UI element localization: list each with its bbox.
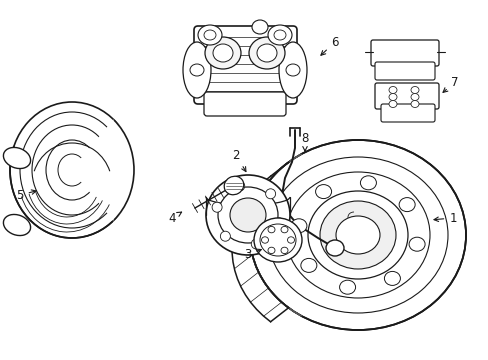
- Ellipse shape: [198, 25, 222, 45]
- Ellipse shape: [410, 94, 418, 100]
- Ellipse shape: [410, 100, 418, 108]
- Ellipse shape: [261, 237, 268, 243]
- FancyBboxPatch shape: [203, 92, 285, 116]
- Text: 4: 4: [168, 212, 181, 225]
- Ellipse shape: [267, 25, 291, 45]
- Ellipse shape: [248, 37, 285, 69]
- Ellipse shape: [408, 237, 424, 251]
- Ellipse shape: [265, 189, 275, 199]
- Ellipse shape: [281, 226, 287, 233]
- FancyBboxPatch shape: [374, 62, 434, 80]
- Ellipse shape: [325, 240, 343, 256]
- Ellipse shape: [183, 42, 210, 98]
- Ellipse shape: [253, 218, 302, 262]
- Ellipse shape: [267, 247, 274, 253]
- Ellipse shape: [249, 140, 465, 330]
- Ellipse shape: [388, 100, 396, 108]
- Ellipse shape: [3, 148, 31, 168]
- Text: 3: 3: [244, 248, 261, 261]
- Ellipse shape: [205, 175, 289, 255]
- Ellipse shape: [335, 216, 379, 254]
- Ellipse shape: [319, 201, 395, 269]
- Ellipse shape: [300, 258, 316, 273]
- Ellipse shape: [257, 44, 276, 62]
- Ellipse shape: [224, 176, 243, 195]
- Ellipse shape: [251, 20, 267, 34]
- Text: 5: 5: [16, 189, 36, 202]
- FancyBboxPatch shape: [370, 40, 438, 66]
- Ellipse shape: [360, 176, 376, 190]
- Ellipse shape: [234, 181, 244, 191]
- Ellipse shape: [251, 239, 261, 249]
- Ellipse shape: [307, 191, 407, 279]
- Ellipse shape: [10, 102, 134, 238]
- FancyBboxPatch shape: [380, 104, 434, 122]
- Ellipse shape: [384, 271, 400, 285]
- Text: 8: 8: [301, 131, 308, 151]
- FancyBboxPatch shape: [374, 83, 438, 109]
- Text: 1: 1: [433, 212, 456, 225]
- Ellipse shape: [388, 86, 396, 94]
- Ellipse shape: [273, 218, 284, 228]
- Text: 6: 6: [320, 36, 338, 55]
- Ellipse shape: [388, 94, 396, 100]
- Ellipse shape: [267, 226, 274, 233]
- Ellipse shape: [279, 42, 306, 98]
- Ellipse shape: [315, 185, 331, 199]
- Ellipse shape: [218, 187, 278, 243]
- Wedge shape: [72, 120, 137, 220]
- Ellipse shape: [398, 198, 414, 212]
- FancyBboxPatch shape: [194, 26, 296, 104]
- Ellipse shape: [290, 219, 306, 233]
- Ellipse shape: [229, 198, 265, 232]
- Ellipse shape: [220, 231, 230, 241]
- Text: 7: 7: [442, 76, 458, 93]
- Ellipse shape: [3, 215, 31, 235]
- Ellipse shape: [213, 44, 232, 62]
- Ellipse shape: [212, 202, 222, 212]
- Ellipse shape: [410, 86, 418, 94]
- Ellipse shape: [204, 37, 241, 69]
- Text: 2: 2: [232, 149, 245, 172]
- Ellipse shape: [339, 280, 355, 294]
- Ellipse shape: [281, 247, 287, 253]
- Ellipse shape: [287, 237, 294, 243]
